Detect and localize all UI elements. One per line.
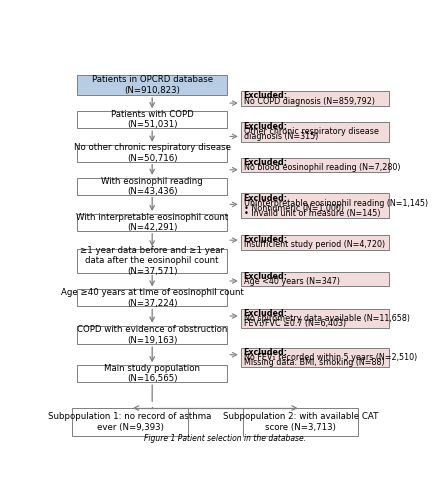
FancyBboxPatch shape	[77, 214, 227, 231]
FancyBboxPatch shape	[241, 235, 389, 250]
FancyBboxPatch shape	[77, 178, 227, 194]
Text: Main study population
(N=16,565): Main study population (N=16,565)	[104, 364, 200, 384]
FancyBboxPatch shape	[241, 122, 389, 142]
Text: • Nonnumeric (N=1,000): • Nonnumeric (N=1,000)	[244, 204, 344, 212]
Text: No FEV₁ recorded within 5 years (N=2,510): No FEV₁ recorded within 5 years (N=2,510…	[244, 353, 417, 362]
Text: Excluded:: Excluded:	[244, 272, 288, 280]
Text: Patients with COPD
(N=51,031): Patients with COPD (N=51,031)	[111, 110, 194, 130]
Text: Figure 1 Patient selection in the database.: Figure 1 Patient selection in the databa…	[144, 434, 307, 443]
Text: Excluded:: Excluded:	[244, 92, 288, 100]
FancyBboxPatch shape	[241, 348, 389, 367]
Text: Missing data: BMI, smoking (N=88): Missing data: BMI, smoking (N=88)	[244, 358, 384, 367]
FancyBboxPatch shape	[77, 290, 227, 306]
Text: No blood eosinophil reading (N=7,280): No blood eosinophil reading (N=7,280)	[244, 163, 400, 172]
Text: Age <40 years (N=347): Age <40 years (N=347)	[244, 276, 340, 285]
Text: Subpopulation 2: with available CAT
score (N=3,713): Subpopulation 2: with available CAT scor…	[223, 412, 378, 432]
FancyBboxPatch shape	[241, 310, 389, 328]
Text: Excluded:: Excluded:	[244, 309, 288, 318]
Text: Excluded:: Excluded:	[244, 194, 288, 202]
Text: Excluded:: Excluded:	[244, 122, 288, 131]
FancyBboxPatch shape	[77, 366, 227, 382]
Text: With eosinophil reading
(N=43,436): With eosinophil reading (N=43,436)	[101, 176, 203, 196]
FancyBboxPatch shape	[242, 408, 359, 436]
FancyBboxPatch shape	[241, 91, 389, 106]
FancyBboxPatch shape	[77, 75, 227, 95]
FancyBboxPatch shape	[241, 272, 389, 285]
Text: Excluded:: Excluded:	[244, 158, 288, 167]
FancyBboxPatch shape	[77, 111, 227, 128]
Text: Other chronic respiratory disease: Other chronic respiratory disease	[244, 127, 378, 136]
Text: Patients in OPCRD database
(N=910,823): Patients in OPCRD database (N=910,823)	[92, 76, 213, 94]
Text: No other chronic respiratory disease
(N=50,716): No other chronic respiratory disease (N=…	[73, 144, 231, 163]
Text: FEV₁/FVC ≥0.7 (N=6,403): FEV₁/FVC ≥0.7 (N=6,403)	[244, 319, 346, 328]
FancyBboxPatch shape	[241, 158, 389, 172]
Text: Age ≥40 years at time of eosinophil count
(N=37,224): Age ≥40 years at time of eosinophil coun…	[61, 288, 244, 308]
Text: Excluded:: Excluded:	[244, 236, 288, 244]
FancyBboxPatch shape	[77, 250, 227, 272]
FancyBboxPatch shape	[77, 144, 227, 162]
Text: With interpretable eosinophil count
(N=42,291): With interpretable eosinophil count (N=4…	[76, 213, 228, 232]
Text: • Invalid unit of measure (N=145): • Invalid unit of measure (N=145)	[244, 208, 380, 218]
FancyBboxPatch shape	[77, 326, 227, 344]
Text: Insufficient study period (N=4,720): Insufficient study period (N=4,720)	[244, 240, 385, 250]
FancyBboxPatch shape	[72, 408, 188, 436]
Text: Excluded:: Excluded:	[244, 348, 288, 357]
Text: diagnosis (N=315): diagnosis (N=315)	[244, 132, 318, 141]
Text: Uninterpretable eosinophil reading (N=1,145): Uninterpretable eosinophil reading (N=1,…	[244, 198, 428, 207]
Text: No COPD diagnosis (N=859,792): No COPD diagnosis (N=859,792)	[244, 96, 374, 106]
Text: COPD with evidence of obstruction
(N=19,163): COPD with evidence of obstruction (N=19,…	[77, 325, 227, 344]
Text: Subpopulation 1: no record of asthma
ever (N=9,393): Subpopulation 1: no record of asthma eve…	[48, 412, 212, 432]
Text: No spirometry data available (N=11,658): No spirometry data available (N=11,658)	[244, 314, 410, 323]
Text: ≥1 year data before and ≥1 year
data after the eosinophil count
(N=37,571): ≥1 year data before and ≥1 year data aft…	[80, 246, 224, 276]
FancyBboxPatch shape	[241, 193, 389, 218]
